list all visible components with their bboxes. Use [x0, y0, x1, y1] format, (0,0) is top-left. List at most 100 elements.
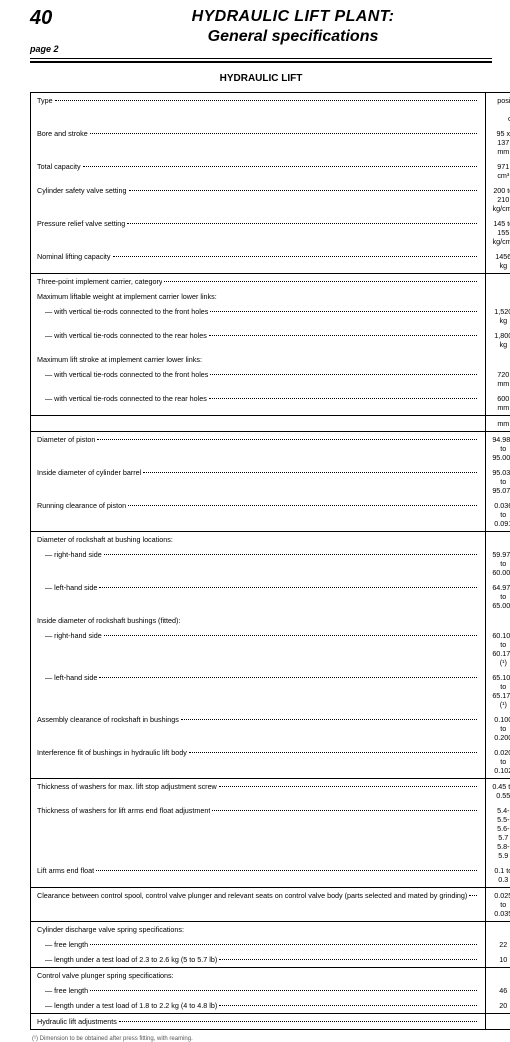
spec-label: — left-hand side [45, 673, 97, 682]
spec-value-metric: 0.025 to 0.035 [486, 888, 510, 922]
spec-label: Diameter of rockshaft at bushing locatio… [31, 532, 486, 548]
spec-label: — with vertical tie-rods connected to th… [45, 307, 208, 316]
divider [30, 58, 492, 59]
spec-label: Type [37, 96, 53, 105]
spec-value-metric: 1,520 kg [486, 304, 510, 328]
spec-label: Three-point implement carrier, category [37, 277, 162, 286]
spec-table: Typeposition control, with single-acting… [30, 92, 510, 1030]
table-row: Nominal lifting capacity1456 kg3210 lb [31, 249, 510, 274]
spec-label: — free length [45, 940, 88, 949]
spec-label: Control valve plunger spring specificati… [31, 968, 486, 984]
footnote: (¹) Dimension to be obtained after press… [32, 1036, 492, 1042]
table-row: Diameter of rockshaft at bushing locatio… [31, 532, 510, 548]
page-number: 40 [30, 8, 94, 28]
spec-value-metric: 59.970 to 60.000 [486, 547, 510, 580]
spec-label: — free length [45, 986, 88, 995]
table-row: Cylinder discharge valve spring specific… [31, 922, 510, 938]
spec-value-metric: 0.45 to 0.55 [486, 779, 510, 804]
table-row: Clearance between control spool, control… [31, 888, 510, 922]
table-row: — with vertical tie-rods connected to th… [31, 304, 510, 328]
spec-value-metric: 95.036 to 95.071 [486, 465, 510, 498]
spec-label: Diameter of piston [37, 435, 95, 444]
spec-value-metric: 95 x 137 mm [486, 126, 510, 159]
table-row: Three-point implement carrier, category 2… [31, 274, 510, 290]
spec-value-metric: 145 to 155 kg/cm² [486, 216, 510, 249]
table-row: Thickness of washers for lift arms end f… [31, 803, 510, 863]
table-row: mmin [31, 416, 510, 432]
spec-value-metric: 64.970 to 65.000 [486, 580, 510, 613]
spec-label: Assembly clearance of rockshaft in bushi… [37, 715, 179, 724]
spec-label: — with vertical tie-rods connected to th… [45, 394, 207, 403]
page-label: page 2 [30, 44, 94, 54]
spec-value-metric: 1456 kg [486, 249, 510, 274]
table-row: Interference fit of bushings in hydrauli… [31, 745, 510, 779]
spec-value-metric: 60.100 to 60.170 (¹) [486, 628, 510, 670]
table-row: — left-hand side65.100 to 65.170 (¹)2.56… [31, 670, 510, 712]
spec-label: Clearance between control spool, control… [37, 891, 467, 900]
table-row: Assembly clearance of rockshaft in bushi… [31, 712, 510, 745]
spec-label: — with vertical tie-rods connected to th… [45, 370, 208, 379]
table-row: — with vertical tie-rods connected to th… [31, 367, 510, 391]
spec-value-metric: 65.100 to 65.170 (¹) [486, 670, 510, 712]
spec-value-metric: 10 [486, 952, 510, 968]
spec-label: Thickness of washers for lift arms end f… [37, 806, 210, 815]
spec-label: — right-hand side [45, 550, 102, 559]
spec-value-metric: 20 [486, 998, 510, 1014]
table-row: — left-hand side64.970 to 65.0002.5578 t… [31, 580, 510, 613]
table-row: — free length22.87 [31, 937, 510, 952]
spec-label: — with vertical tie-rods connected to th… [45, 331, 207, 340]
table-row: Diameter of piston94.980 to 95.0003.7393… [31, 432, 510, 466]
subheading: HYDRAULIC LIFT [30, 73, 492, 84]
spec-label: Inside diameter of rockshaft bushings (f… [31, 613, 486, 628]
table-row: Running clearance of piston0.036 to 0.09… [31, 498, 510, 532]
spec-label: Hydraulic lift adjustments [37, 1017, 117, 1026]
table-row: — right-hand side59.970 to 60.0002.3610 … [31, 547, 510, 580]
spec-value-metric: 600 mm [486, 391, 510, 416]
spec-value-metric: 0.1 to 0.3 [486, 863, 510, 888]
title-sub: General specifications [94, 28, 492, 46]
table-row: Inside diameter of rockshaft bushings (f… [31, 613, 510, 628]
spec-value-metric: 22 [486, 937, 510, 952]
spec-label: Maximum liftable weight at implement car… [31, 289, 486, 304]
spec-value-metric: 0.100 to 0.200 [486, 712, 510, 745]
spec-value-metric: 0.036 to 0.091 [486, 498, 510, 532]
table-row: Lift arms end float0.1 to 0.3.0039 to .0… [31, 863, 510, 888]
spec-value-metric: 720 mm [486, 367, 510, 391]
spec-value-metric: 200 to 210 kg/cm² [486, 183, 510, 216]
table-row: — with vertical tie-rods connected to th… [31, 391, 510, 416]
spec-label: Maximum lift stroke at implement carrier… [31, 352, 486, 367]
spec-label: Nominal lifting capacity [37, 252, 111, 261]
spec-value-metric: mm [486, 416, 510, 432]
spec-label: — length under a test load of 2.3 to 2.6… [45, 955, 217, 964]
table-row: Pressure relief valve setting145 to 155 … [31, 216, 510, 249]
table-row: Hydraulic lift adjustments See page 4 [31, 1014, 510, 1030]
table-row: Bore and stroke95 x 137 mm3.74 to 5.39 i… [31, 126, 510, 159]
table-row: — length under a test load of 1.8 to 2.2… [31, 998, 510, 1014]
spec-label: Cylinder safety valve setting [37, 186, 127, 195]
spec-value: See page 4 [486, 1014, 510, 1030]
spec-value-metric: 971 cm³ [486, 159, 510, 183]
table-row: Control valve plunger spring specificati… [31, 968, 510, 984]
title-main: HYDRAULIC LIFT PLANT: [94, 8, 492, 26]
spec-label: Cylinder discharge valve spring specific… [31, 922, 486, 938]
spec-label: — length under a test load of 1.8 to 2.2… [45, 1001, 217, 1010]
spec-label: Lift arms end float [37, 866, 94, 875]
spec-value: 2nd and 3rd [486, 274, 510, 290]
spec-value-metric: 1,800 kg [486, 328, 510, 352]
table-row: — length under a test load of 2.3 to 2.6… [31, 952, 510, 968]
divider-thick [30, 61, 492, 63]
spec-value-metric: 5.4-5.5-5.6-5.75.8-5.9 [486, 803, 510, 863]
spec-label: Inside diameter of cylinder barrel [37, 468, 141, 477]
spec-label: Thickness of washers for max. lift stop … [37, 782, 217, 791]
table-row: Cylinder safety valve setting 200 to 210 … [31, 183, 510, 216]
table-row: Maximum lift stroke at implement carrier… [31, 352, 510, 367]
table-row: — with vertical tie-rods connected to th… [31, 328, 510, 352]
spec-value-metric: 0.020 to 0.102 [486, 745, 510, 779]
spec-value-metric: 94.980 to 95.000 [486, 432, 510, 466]
table-row: Thickness of washers for max. lift stop … [31, 779, 510, 804]
table-row: Inside diameter of cylinder barrel 95.036… [31, 465, 510, 498]
table-row: Total capacity971 cm³59.25 cu.in [31, 159, 510, 183]
table-row: Typeposition control, with single-acting… [31, 93, 510, 127]
table-row: — right-hand side60.100 to 60.170 (¹)2.3… [31, 628, 510, 670]
table-row: — free length461.81 [31, 983, 510, 998]
